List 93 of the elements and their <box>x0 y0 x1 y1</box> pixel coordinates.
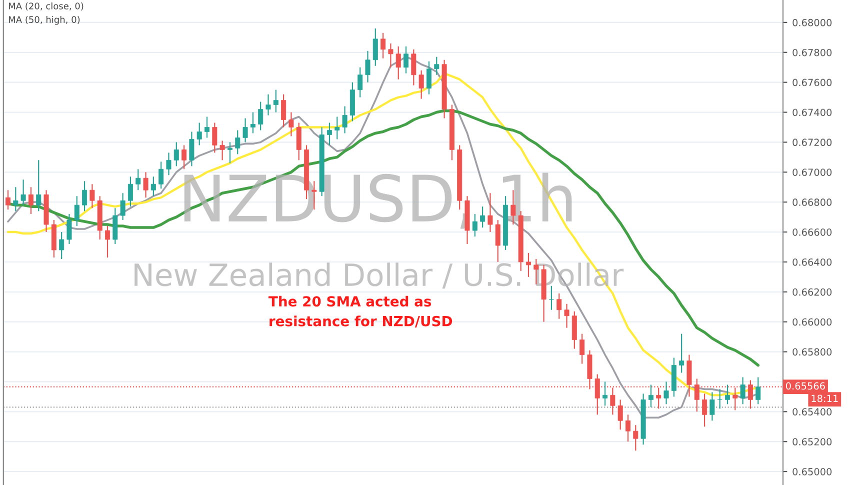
candlestick <box>136 168 141 191</box>
y-tick-label: 0.66000 <box>792 318 832 326</box>
candlestick <box>13 186 18 212</box>
candlestick <box>418 70 424 100</box>
candlestick <box>105 225 110 258</box>
candlestick <box>196 122 202 146</box>
ref-line-label: 0.65566 <box>786 382 825 390</box>
candlestick <box>36 160 42 212</box>
candlestick <box>74 196 80 227</box>
candlestick <box>66 214 72 245</box>
y-tick-label: 0.66200 <box>792 288 832 296</box>
y-tick-label: 0.67800 <box>792 48 832 56</box>
y-tick-label: 0.66800 <box>792 198 832 206</box>
candlestick <box>182 144 187 170</box>
candlestick <box>59 231 64 260</box>
y-tick-label: 0.65800 <box>792 348 832 356</box>
candlestick <box>426 60 432 95</box>
candlestick <box>564 303 570 328</box>
candlestick <box>174 142 179 167</box>
candlestick <box>20 179 26 206</box>
candlestick <box>281 94 286 128</box>
candlestick <box>618 399 623 430</box>
candlestick <box>648 384 654 408</box>
candlestick <box>664 381 669 405</box>
candlestick <box>258 101 264 131</box>
y-tick-label: 0.66400 <box>792 258 832 266</box>
candlestick <box>556 292 562 320</box>
candlestick <box>120 192 126 221</box>
candlestick <box>166 152 172 176</box>
candlestick <box>388 42 394 68</box>
y-tick-label: 0.67600 <box>792 78 832 86</box>
y-tick-label: 0.68000 <box>792 18 832 26</box>
candlestick <box>411 48 416 86</box>
candlestick <box>633 424 638 452</box>
candlestick <box>158 161 164 190</box>
candlestick <box>112 208 118 245</box>
candlestick <box>732 387 738 411</box>
candlestick <box>143 172 148 198</box>
candlestick <box>342 106 348 134</box>
text: 18:11 <box>812 394 838 402</box>
candlestick <box>656 387 662 410</box>
candlestick <box>90 184 95 209</box>
annotation: MA (50, high, 0) <box>8 16 80 25</box>
candlestick <box>495 219 500 263</box>
candlestick <box>82 180 88 212</box>
candlestick <box>150 176 156 197</box>
candlestick <box>602 381 608 406</box>
candlestick <box>372 28 378 66</box>
candlestick <box>250 112 256 134</box>
candlestick <box>526 252 531 278</box>
candlestick <box>580 333 585 364</box>
candlestick <box>702 393 708 428</box>
annotation: MA (20, close, 0) <box>8 2 84 10</box>
candlestick <box>212 122 218 154</box>
y-tick-label: 0.67400 <box>792 108 832 116</box>
candlestick <box>242 118 248 143</box>
candlestick <box>358 66 363 98</box>
candlestick <box>572 310 577 350</box>
candlestick <box>404 46 409 74</box>
candlestick <box>724 384 730 405</box>
candlestick <box>710 392 715 422</box>
y-tick-label: 0.65000 <box>792 468 832 476</box>
candlestick <box>235 130 240 155</box>
candlestick <box>610 387 616 416</box>
candlestick <box>365 50 370 83</box>
candlestick <box>396 46 401 80</box>
candlestick <box>625 414 630 442</box>
y-tick-label: 0.65200 <box>792 438 832 446</box>
candlestick <box>227 142 232 164</box>
candlestick <box>326 122 332 146</box>
candlestick <box>548 285 554 310</box>
candlestick <box>756 376 761 405</box>
candlestick <box>380 32 386 59</box>
annotation: The 20 SMA acted as resistance for NZD/USD <box>268 296 452 328</box>
candlestick <box>266 94 271 116</box>
candlestick <box>128 176 133 208</box>
candlestick <box>717 388 722 410</box>
y-tick-label: 0.67200 <box>792 138 832 146</box>
candlestick <box>679 333 684 374</box>
y-tick-label: 0.65400 <box>792 408 832 416</box>
candlestick <box>204 116 210 138</box>
candlestick <box>288 112 294 137</box>
candlestick <box>189 131 194 167</box>
candlestick <box>220 140 225 161</box>
y-tick-label: 0.66600 <box>792 228 832 236</box>
candlestick <box>5 190 11 210</box>
candlestick <box>28 186 34 215</box>
candlestick <box>273 89 278 113</box>
candlestick <box>334 116 340 140</box>
candlestick <box>434 56 440 76</box>
y-tick-label: 0.67000 <box>792 168 832 176</box>
candlestick <box>740 376 746 405</box>
candlestick <box>296 122 302 161</box>
